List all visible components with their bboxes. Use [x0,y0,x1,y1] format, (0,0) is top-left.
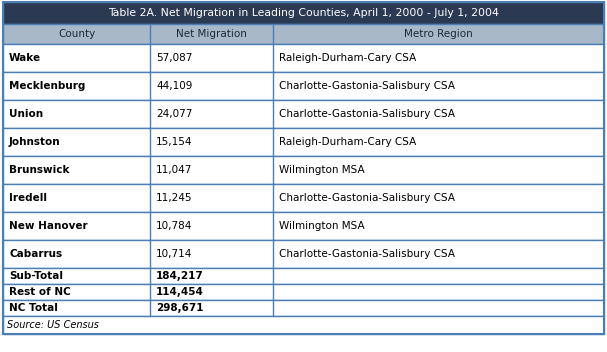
Text: Johnston: Johnston [9,137,61,147]
Text: Cabarrus: Cabarrus [9,249,62,259]
Bar [3,184,604,212]
Text: New Hanover: New Hanover [9,221,87,231]
Bar [3,100,604,128]
Text: Charlotte-Gastonia-Salisbury CSA: Charlotte-Gastonia-Salisbury CSA [279,193,455,203]
Text: NC Total: NC Total [9,303,58,313]
Bar [3,128,604,156]
Bar [3,72,604,100]
Bar [3,44,604,72]
Text: 11,047: 11,047 [156,165,192,175]
Text: 57,087: 57,087 [156,53,192,63]
Text: Wake: Wake [9,53,41,63]
Text: Charlotte-Gastonia-Salisbury CSA: Charlotte-Gastonia-Salisbury CSA [279,81,455,91]
Text: Wilmington MSA: Wilmington MSA [279,165,365,175]
Text: Rest of NC: Rest of NC [9,287,71,297]
Text: County: County [58,29,95,39]
Text: 11,245: 11,245 [156,193,193,203]
Bar [3,24,604,44]
Text: 10,714: 10,714 [156,249,192,259]
Text: Brunswick: Brunswick [9,165,69,175]
Text: 15,154: 15,154 [156,137,193,147]
Text: Source: US Census: Source: US Census [7,320,99,330]
Text: Charlotte-Gastonia-Salisbury CSA: Charlotte-Gastonia-Salisbury CSA [279,109,455,119]
Text: Raleigh-Durham-Cary CSA: Raleigh-Durham-Cary CSA [279,137,416,147]
Text: 114,454: 114,454 [156,287,204,297]
Text: Wilmington MSA: Wilmington MSA [279,221,365,231]
Text: 44,109: 44,109 [156,81,192,91]
Text: 10,784: 10,784 [156,221,192,231]
Text: Metro Region: Metro Region [404,29,473,39]
Text: Charlotte-Gastonia-Salisbury CSA: Charlotte-Gastonia-Salisbury CSA [279,249,455,259]
Bar [3,268,604,284]
Bar [3,316,604,334]
Text: Iredell: Iredell [9,193,47,203]
Text: 184,217: 184,217 [156,271,204,281]
Bar [3,284,604,300]
Bar [3,156,604,184]
Text: Sub-Total: Sub-Total [9,271,63,281]
Text: Union: Union [9,109,43,119]
Text: Mecklenburg: Mecklenburg [9,81,86,91]
Text: Table 2A. Net Migration in Leading Counties, April 1, 2000 - July 1, 2004: Table 2A. Net Migration in Leading Count… [108,8,499,18]
Text: 24,077: 24,077 [156,109,192,119]
Bar [3,212,604,240]
Text: 298,671: 298,671 [156,303,204,313]
Text: Net Migration: Net Migration [177,29,247,39]
Bar [3,240,604,268]
Text: Raleigh-Durham-Cary CSA: Raleigh-Durham-Cary CSA [279,53,416,63]
Bar [3,300,604,316]
Bar [3,2,604,24]
